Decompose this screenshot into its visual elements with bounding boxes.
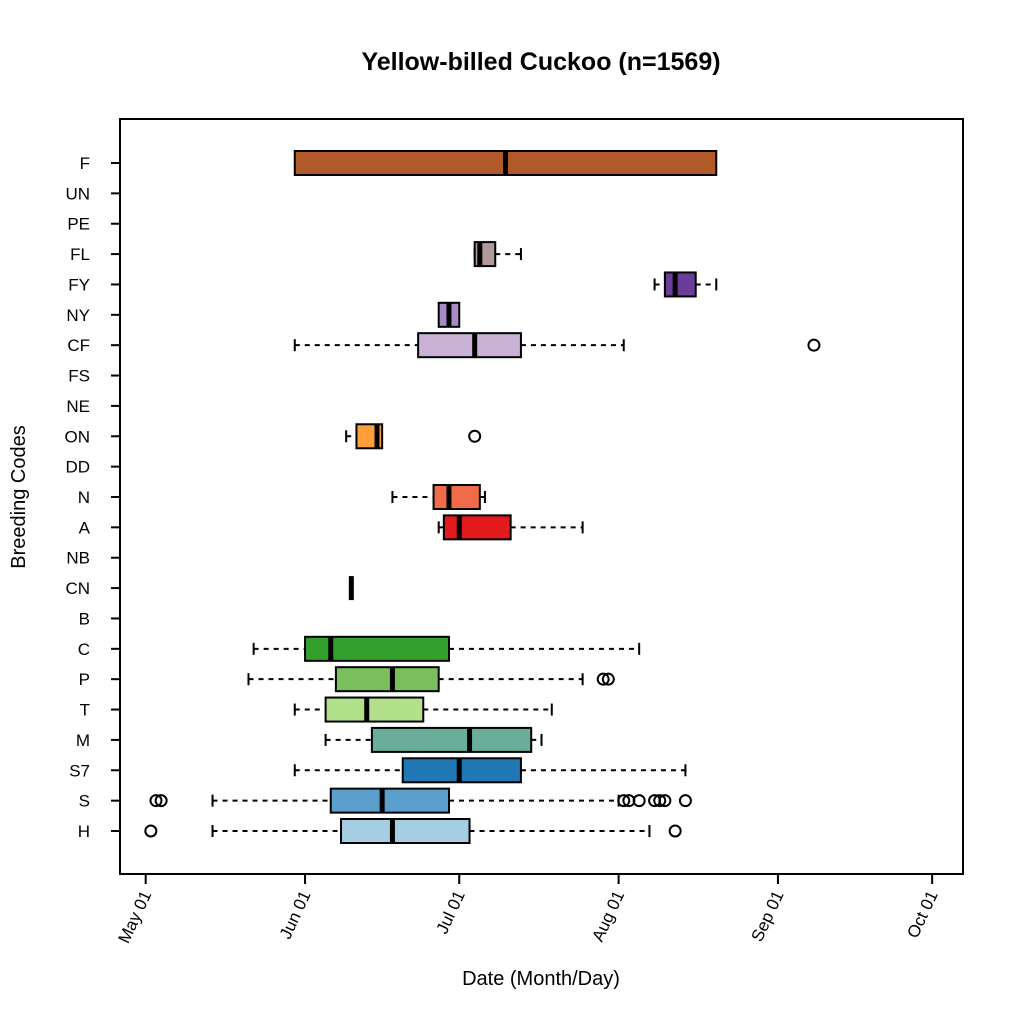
outlier-h-1 (668, 824, 682, 838)
outlier-h-0 (144, 824, 158, 838)
y-tick-label-on: ON (65, 427, 91, 446)
x-axis-label: Date (Month/Day) (462, 968, 620, 990)
box-body-h (340, 818, 471, 844)
box-body-s (329, 787, 450, 814)
box-p (247, 666, 615, 693)
y-tick-label-m: M (76, 731, 90, 750)
y-tick-label-p: P (79, 670, 90, 689)
outlier-s-8 (678, 794, 692, 808)
y-tick-label-un: UN (65, 184, 90, 203)
y-tick-label-ne: NE (66, 397, 90, 416)
y-tick-label-fl: FL (70, 245, 90, 264)
outlier-s-0 (149, 794, 163, 808)
box-body-a (442, 514, 512, 541)
y-tick-label-fs: FS (68, 367, 90, 386)
box-body-cf (417, 332, 522, 359)
box-h (144, 818, 682, 844)
box-body-t (324, 696, 425, 723)
box-fl (473, 241, 522, 268)
x-tick-label-5: Oct 01 (903, 888, 941, 941)
box-body-c (304, 635, 450, 662)
y-tick-label-t: T (80, 701, 90, 720)
box-body-n (432, 484, 481, 510)
box-ny (437, 301, 461, 328)
x-tick-label-1: Jun 01 (276, 888, 315, 942)
x-tick-label-0: May 01 (115, 888, 156, 947)
outlier-cf-0 (807, 338, 821, 352)
y-tick-label-cf: CF (67, 336, 90, 355)
y-tick-label-h: H (78, 822, 90, 841)
box-body-m (370, 726, 533, 753)
box-f (293, 150, 718, 176)
outlier-s-6 (653, 794, 667, 808)
y-tick-label-s7: S7 (69, 761, 90, 780)
box-s (149, 787, 692, 814)
box-fy (653, 271, 718, 298)
box-body-fy (663, 271, 697, 298)
box-cf (293, 332, 821, 359)
x-tick-label-3: Aug 01 (588, 888, 628, 945)
y-tick-label-nb: NB (66, 549, 90, 568)
y-tick-label-dd: DD (65, 458, 90, 477)
x-tick-label-4: Sep 01 (748, 888, 788, 945)
y-tick-label-cn: CN (65, 579, 90, 598)
y-tick-label-c: C (78, 640, 90, 659)
y-tick-label-n: N (78, 488, 90, 507)
box-c (252, 635, 641, 662)
outlier-s-1 (154, 794, 168, 808)
outlier-on-0 (468, 429, 482, 443)
box-m (324, 726, 543, 753)
box-t (293, 696, 553, 723)
y-tick-label-pe: PE (67, 215, 90, 234)
outlier-s-4 (632, 794, 646, 808)
x-tick-label-2: Jul 01 (432, 888, 468, 937)
y-axis-label: Breeding Codes (8, 425, 30, 568)
box-on (345, 423, 482, 450)
box-body-p (334, 666, 440, 693)
box-a (437, 514, 584, 541)
outlier-p-0 (596, 672, 610, 686)
outlier-s-2 (617, 794, 631, 808)
outlier-s-7 (658, 794, 672, 808)
box-s7 (293, 757, 687, 784)
y-tick-label-ny: NY (66, 306, 90, 325)
box-body-s7 (401, 757, 522, 784)
outlier-p-1 (601, 672, 615, 686)
y-tick-label-fy: FY (68, 275, 90, 294)
box-n (391, 484, 486, 510)
y-tick-label-b: B (79, 609, 90, 628)
y-tick-label-a: A (79, 518, 91, 537)
y-tick-label-s: S (79, 792, 90, 811)
y-tick-label-f: F (80, 154, 90, 173)
chart-title: Yellow-billed Cuckoo (n=1569) (361, 48, 720, 76)
plot-frame (119, 118, 964, 875)
